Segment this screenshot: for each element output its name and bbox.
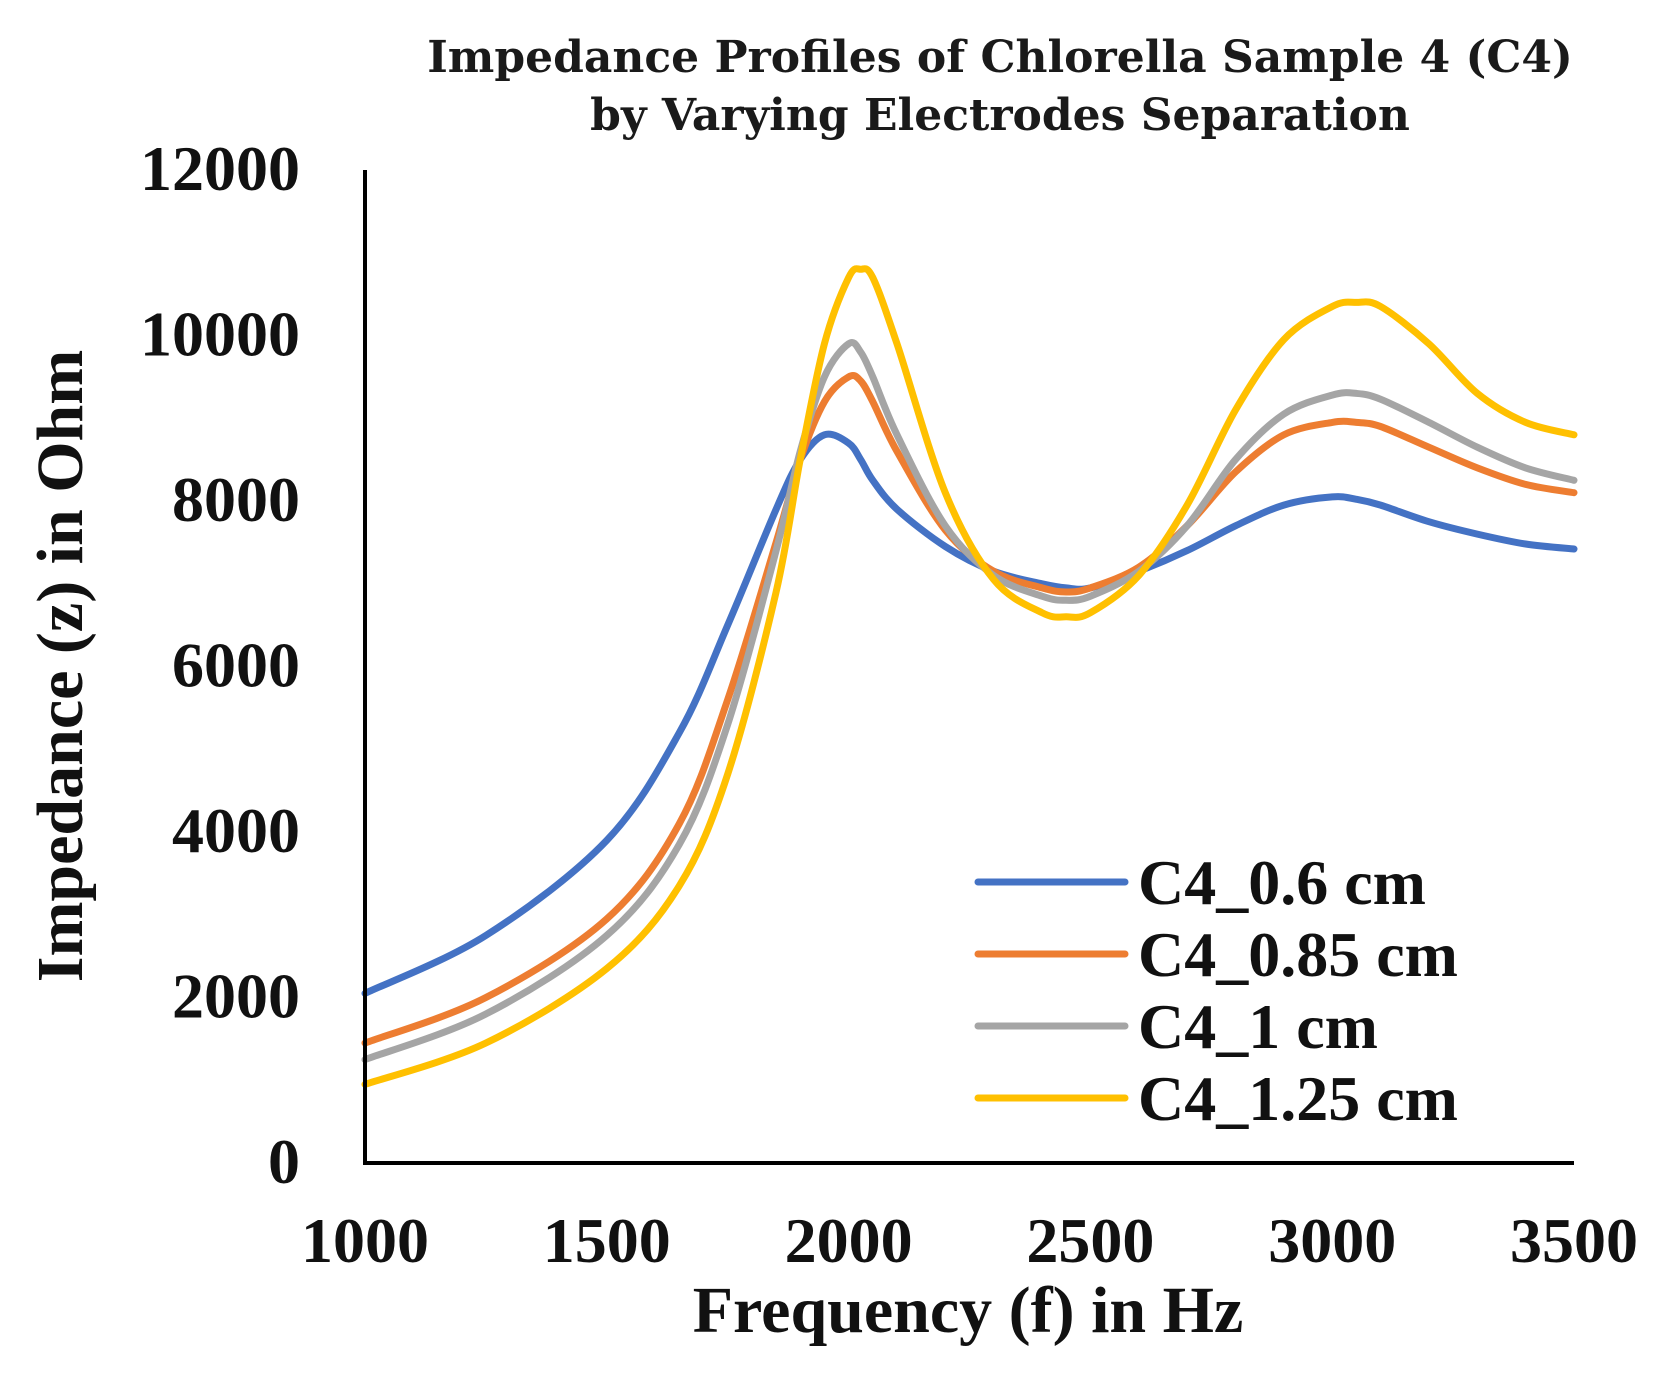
y-tick-labels: 0 2000 4000 6000 8000 10000 12000: [140, 133, 300, 1197]
x-tick-label: 2000: [785, 1205, 913, 1276]
x-tick-labels: 1000 1500 2000 2500 3000 3500: [301, 1205, 1638, 1276]
y-tick-label: 6000: [172, 630, 300, 701]
legend-label-1: C4_0.6 cm: [1138, 847, 1426, 918]
y-axis-title: Impedance (z) in Ohm: [24, 350, 97, 982]
y-tick-label: 12000: [140, 133, 300, 204]
series-line-1: [361, 430, 1578, 997]
y-tick-label: 10000: [140, 299, 300, 370]
legend-label-4: C4_1.25 cm: [1138, 1063, 1458, 1134]
x-tick-label: 2500: [1026, 1205, 1154, 1276]
y-tick-label: 0: [268, 1126, 300, 1197]
x-tick-label: 3500: [1510, 1205, 1638, 1276]
x-tick-label: 1000: [301, 1205, 429, 1276]
x-axis-title: Frequency (f) in Hz: [693, 1274, 1244, 1347]
y-tick-label: 4000: [172, 795, 300, 866]
x-tick-label: 3000: [1268, 1205, 1396, 1276]
legend-label-2: C4_0.85 cm: [1138, 919, 1458, 990]
y-tick-label: 2000: [172, 961, 300, 1032]
legend-label-3: C4_1 cm: [1138, 991, 1378, 1062]
chart-title-line-2: by Varying Electrodes Separation: [590, 90, 1410, 141]
series-line-3: [361, 339, 1578, 1064]
chart-title-line-1: Impedance Profiles of Chlorella Sample 4…: [427, 32, 1573, 83]
chart-title: Impedance Profiles of Chlorella Sample 4…: [427, 32, 1573, 141]
series-lines: [361, 265, 1578, 1088]
series-line-4: [361, 265, 1578, 1088]
y-tick-label: 8000: [172, 464, 300, 535]
x-tick-label: 1500: [543, 1205, 671, 1276]
